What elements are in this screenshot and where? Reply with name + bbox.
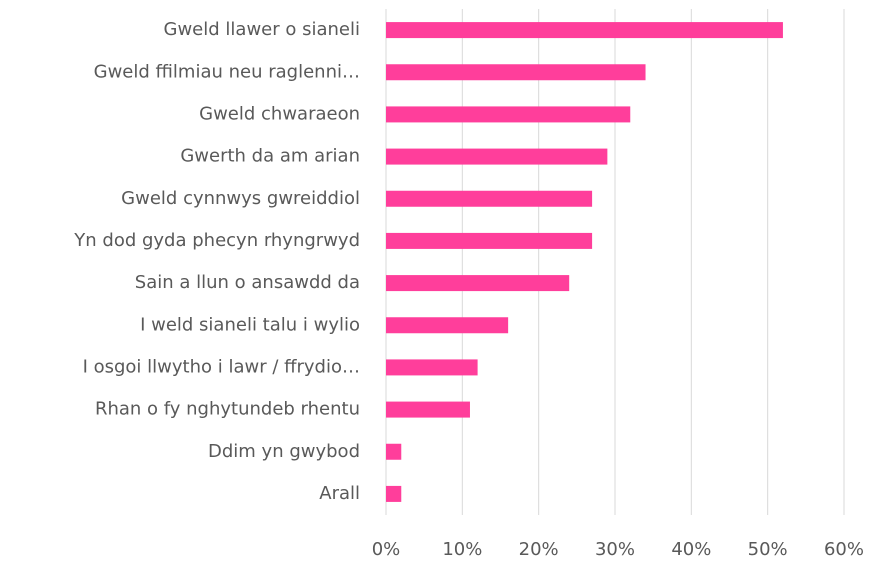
y-tick-label: Rhan o fy nghytundeb rhentu <box>95 399 360 420</box>
y-tick-label: Yn dod gyda phecyn rhyngrwyd <box>73 230 360 251</box>
bar <box>386 64 646 81</box>
y-tick-label: Gweld chwaraeon <box>199 103 360 124</box>
x-tick-label: 50% <box>748 539 788 560</box>
y-tick-label: Sain a llun o ansawdd da <box>135 272 360 293</box>
bar <box>386 232 593 249</box>
y-tick-label: I weld sianeli talu i wylio <box>140 314 360 335</box>
y-tick-label: Gwerth da am arian <box>180 146 360 167</box>
bar <box>386 275 570 292</box>
y-tick-label: I osgoi llwytho i lawr / ffrydio… <box>83 356 360 377</box>
x-tick-label: 10% <box>442 539 482 560</box>
y-tick-label: Gweld cynnwys gwreiddiol <box>121 188 360 209</box>
bar <box>386 359 478 376</box>
y-tick-label: Gweld ffilmiau neu raglenni… <box>94 61 360 82</box>
y-tick-label: Ddim yn gwybod <box>208 441 360 462</box>
bar <box>386 485 402 502</box>
x-tick-label: 0% <box>372 539 401 560</box>
bar <box>386 22 783 39</box>
bar <box>386 401 470 418</box>
bar <box>386 106 631 123</box>
bar <box>386 317 509 334</box>
x-tick-label: 30% <box>595 539 635 560</box>
x-tick-label: 40% <box>671 539 711 560</box>
x-tick-label: 20% <box>519 539 559 560</box>
bar <box>386 190 593 207</box>
x-tick-label: 60% <box>824 539 864 560</box>
y-tick-label: Gweld llawer o sianeli <box>164 19 360 40</box>
y-tick-label: Arall <box>319 483 360 504</box>
bar <box>386 148 608 165</box>
bar <box>386 443 402 460</box>
